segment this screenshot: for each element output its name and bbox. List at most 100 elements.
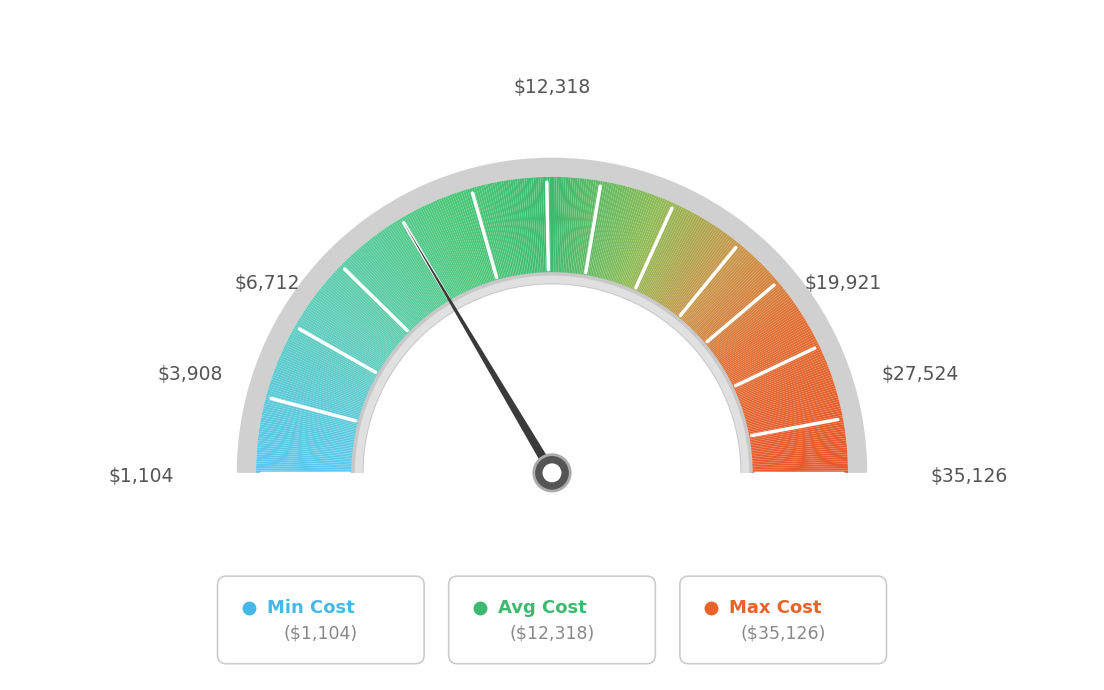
Wedge shape <box>405 215 455 301</box>
Wedge shape <box>351 272 753 473</box>
Wedge shape <box>592 183 614 279</box>
Wedge shape <box>745 406 841 430</box>
Wedge shape <box>290 333 378 380</box>
Wedge shape <box>298 318 383 371</box>
Wedge shape <box>709 291 787 353</box>
Wedge shape <box>732 349 821 391</box>
Text: $3,908: $3,908 <box>158 365 223 384</box>
Wedge shape <box>647 213 697 300</box>
Wedge shape <box>282 351 372 393</box>
Wedge shape <box>443 197 480 289</box>
Wedge shape <box>684 253 751 326</box>
Wedge shape <box>656 221 709 305</box>
Wedge shape <box>561 177 569 275</box>
Wedge shape <box>635 204 678 294</box>
Wedge shape <box>591 183 612 279</box>
Wedge shape <box>372 236 433 315</box>
Wedge shape <box>631 202 673 293</box>
Wedge shape <box>744 400 839 425</box>
Wedge shape <box>275 366 368 403</box>
Wedge shape <box>279 355 370 395</box>
Wedge shape <box>702 281 778 346</box>
Wedge shape <box>258 431 357 446</box>
Wedge shape <box>667 232 726 313</box>
Wedge shape <box>697 270 769 339</box>
Wedge shape <box>280 353 371 394</box>
Wedge shape <box>750 464 848 469</box>
Wedge shape <box>445 196 482 288</box>
Wedge shape <box>263 406 359 430</box>
Wedge shape <box>705 286 783 349</box>
Wedge shape <box>726 335 815 382</box>
Wedge shape <box>736 364 828 402</box>
Wedge shape <box>452 194 487 286</box>
Wedge shape <box>563 177 571 275</box>
Wedge shape <box>737 371 830 406</box>
Wedge shape <box>620 195 657 288</box>
Wedge shape <box>723 324 809 375</box>
Wedge shape <box>712 299 793 358</box>
Wedge shape <box>480 185 506 281</box>
Text: $1,104: $1,104 <box>108 467 173 486</box>
Wedge shape <box>256 461 354 466</box>
Wedge shape <box>318 290 396 351</box>
Wedge shape <box>266 395 361 422</box>
Wedge shape <box>750 461 848 466</box>
Wedge shape <box>590 182 609 279</box>
Wedge shape <box>576 179 592 277</box>
Wedge shape <box>371 237 432 317</box>
Wedge shape <box>263 408 359 431</box>
Wedge shape <box>652 218 704 304</box>
Wedge shape <box>749 438 846 451</box>
Wedge shape <box>740 382 835 413</box>
Wedge shape <box>322 284 400 348</box>
Wedge shape <box>747 422 843 440</box>
Wedge shape <box>583 181 601 277</box>
Wedge shape <box>256 469 354 471</box>
Wedge shape <box>335 270 407 339</box>
Wedge shape <box>361 245 426 322</box>
Wedge shape <box>734 357 826 397</box>
Wedge shape <box>262 411 359 433</box>
Wedge shape <box>641 209 689 297</box>
FancyBboxPatch shape <box>680 576 887 664</box>
Wedge shape <box>556 177 561 275</box>
Wedge shape <box>750 454 848 462</box>
Wedge shape <box>272 377 364 411</box>
Wedge shape <box>603 187 630 282</box>
Wedge shape <box>321 286 399 349</box>
Wedge shape <box>533 177 541 275</box>
Wedge shape <box>719 313 802 367</box>
Wedge shape <box>488 184 510 279</box>
Wedge shape <box>747 424 845 442</box>
Wedge shape <box>555 177 559 275</box>
Wedge shape <box>492 183 513 279</box>
Wedge shape <box>677 244 741 320</box>
Wedge shape <box>312 297 393 357</box>
Wedge shape <box>720 316 805 369</box>
Wedge shape <box>569 178 580 276</box>
Wedge shape <box>302 313 385 367</box>
Wedge shape <box>750 466 848 470</box>
Wedge shape <box>613 191 646 285</box>
Wedge shape <box>307 304 390 362</box>
Wedge shape <box>696 268 767 337</box>
Wedge shape <box>724 326 810 376</box>
Wedge shape <box>460 190 492 285</box>
Wedge shape <box>378 232 437 313</box>
Wedge shape <box>662 227 719 309</box>
Wedge shape <box>288 337 376 383</box>
Wedge shape <box>308 303 390 360</box>
Wedge shape <box>268 388 362 417</box>
Wedge shape <box>257 447 354 457</box>
Wedge shape <box>740 377 832 411</box>
Wedge shape <box>640 208 687 297</box>
Wedge shape <box>750 452 848 460</box>
Wedge shape <box>357 249 423 324</box>
Wedge shape <box>310 301 391 359</box>
Wedge shape <box>729 341 818 386</box>
Wedge shape <box>397 219 450 304</box>
Wedge shape <box>447 195 484 288</box>
Wedge shape <box>485 184 509 280</box>
Wedge shape <box>495 182 514 279</box>
